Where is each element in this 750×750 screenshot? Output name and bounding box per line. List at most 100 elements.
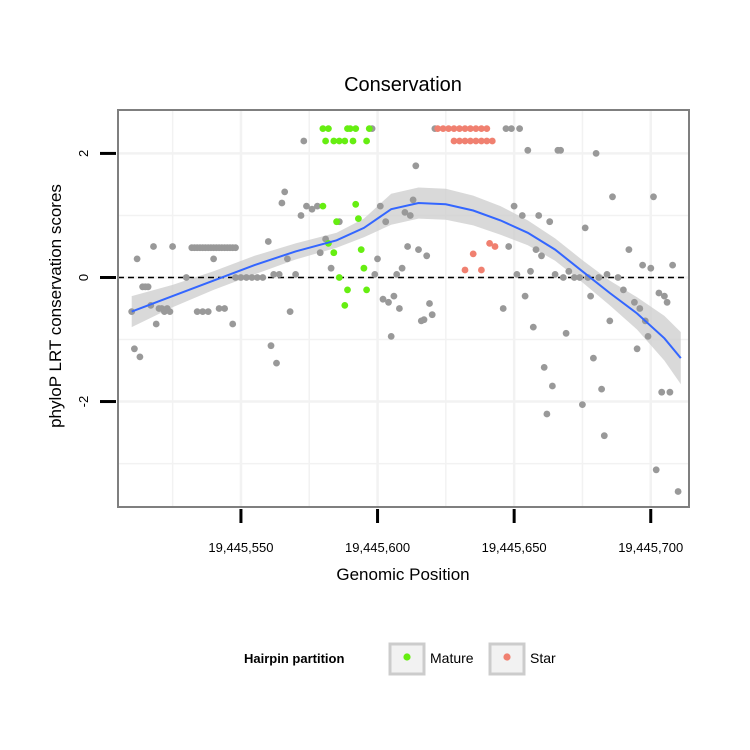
other-point <box>543 410 551 418</box>
other-point <box>499 305 507 312</box>
star-point <box>434 125 442 132</box>
mature-point <box>330 137 338 145</box>
other-point <box>579 401 586 408</box>
mature-point <box>341 137 349 145</box>
other-point <box>505 243 513 250</box>
other-point <box>144 283 152 291</box>
other-point <box>581 224 589 232</box>
other-point <box>518 212 526 219</box>
x-tick-label: 19,445,550 <box>208 540 273 555</box>
x-tick-label: 19,445,650 <box>482 540 547 555</box>
mature-point <box>344 286 351 294</box>
other-point <box>663 298 671 306</box>
other-point <box>658 388 666 396</box>
mature-point <box>352 200 360 208</box>
star-point <box>486 240 493 247</box>
other-point <box>237 274 245 281</box>
other-point <box>644 333 652 340</box>
other-point <box>546 218 554 226</box>
legend-swatch-mature <box>403 653 411 661</box>
legend-swatch-star <box>503 653 511 661</box>
other-point <box>297 212 305 219</box>
other-point <box>259 274 267 281</box>
other-point <box>182 274 190 281</box>
star-point <box>439 125 447 132</box>
other-point <box>275 271 283 278</box>
star-point <box>445 125 452 132</box>
other-point <box>152 320 160 328</box>
data-points <box>128 125 682 495</box>
mature-point <box>363 286 370 294</box>
other-point <box>516 125 523 132</box>
mature-point <box>319 125 327 132</box>
y-tick-label: 2 <box>76 150 91 157</box>
other-point <box>415 246 422 254</box>
confidence-band <box>131 187 681 385</box>
mature-point <box>335 137 343 145</box>
other-point <box>273 359 280 367</box>
x-axis: 19,445,550 19,445,600 19,445,650 19,445,700 <box>208 509 683 555</box>
other-point <box>625 246 633 254</box>
other-point <box>406 212 414 219</box>
other-point <box>590 354 597 362</box>
star-point <box>472 125 480 132</box>
other-point <box>600 432 608 440</box>
other-point <box>133 255 141 263</box>
other-point <box>396 305 403 312</box>
other-point <box>314 202 321 210</box>
smooth-line <box>131 201 682 359</box>
other-point <box>557 146 564 154</box>
other-point <box>655 289 663 297</box>
other-point <box>327 264 335 272</box>
star-point <box>450 125 458 132</box>
other-point <box>595 274 603 281</box>
other-point <box>510 202 518 210</box>
other-point <box>513 271 521 278</box>
other-point <box>535 212 543 219</box>
legend-title: Hairpin partition <box>244 651 344 666</box>
other-point <box>204 308 212 315</box>
other-point <box>401 209 409 216</box>
other-point <box>532 246 540 254</box>
other-point <box>409 196 417 204</box>
star-point <box>467 125 474 132</box>
other-point <box>376 202 384 210</box>
star-point <box>469 250 477 258</box>
mature-point <box>349 137 357 145</box>
other-point <box>215 305 223 312</box>
other-point <box>232 274 239 281</box>
panel-border <box>117 109 690 508</box>
other-point <box>639 261 646 269</box>
other-point <box>529 323 537 331</box>
other-point <box>308 205 316 213</box>
other-point <box>521 292 529 300</box>
other-point <box>393 271 401 278</box>
other-point <box>652 466 660 474</box>
star-point <box>461 137 469 145</box>
other-point <box>420 316 428 324</box>
other-point <box>428 311 436 319</box>
other-point <box>232 244 239 252</box>
other-point <box>603 271 611 278</box>
mature-point <box>357 246 365 254</box>
x-axis-label: Genomic Position <box>336 565 469 584</box>
other-point <box>371 271 379 278</box>
other-point <box>286 308 294 315</box>
legend-label-mature: Mature <box>430 650 474 666</box>
other-point <box>199 308 207 315</box>
smooth-curve <box>131 201 682 359</box>
other-point <box>166 308 174 315</box>
other-point <box>193 308 201 315</box>
x-tick-label: 19,445,600 <box>345 540 410 555</box>
other-point <box>390 292 398 300</box>
star-point <box>478 125 485 132</box>
mature-point <box>352 125 360 132</box>
other-point <box>527 267 534 275</box>
mature-point <box>319 202 327 210</box>
other-point <box>374 255 381 263</box>
other-point <box>631 298 638 306</box>
other-point <box>382 218 390 226</box>
other-point <box>221 305 229 312</box>
mature-point <box>335 274 343 281</box>
other-point <box>385 298 392 306</box>
